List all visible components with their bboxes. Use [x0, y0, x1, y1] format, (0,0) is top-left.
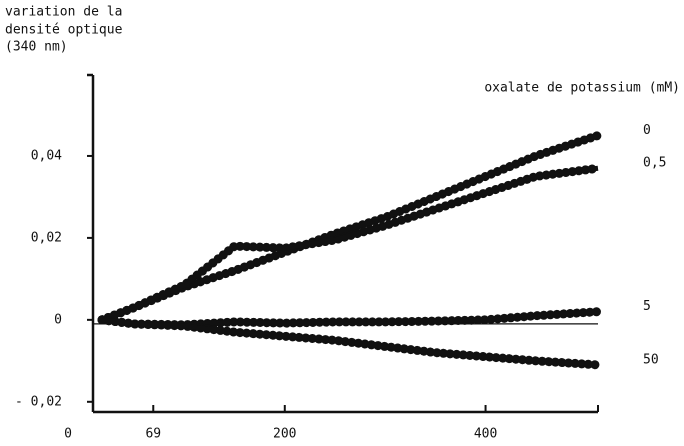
series-label: 0,5 [643, 156, 666, 171]
series-label: 0 [643, 123, 651, 138]
x-tick-label: 0 [64, 427, 72, 442]
series-label: 5 [643, 299, 651, 314]
series-core [101, 165, 599, 323]
legend-title: oxalate de potassium (mM) [484, 81, 680, 96]
y-axis-label: (340 nm) [5, 40, 68, 55]
y-axis-label: densité optique [5, 23, 123, 38]
y-tick-label: 0,02 [31, 230, 62, 245]
y-tick-label: 0 [54, 312, 62, 327]
y-axis-label: variation de la [5, 5, 122, 20]
x-tick-label: 69 [145, 427, 161, 442]
y-tick-label: - 0,02 [15, 394, 62, 409]
series-line [97, 163, 603, 325]
series-label: 50 [643, 352, 659, 367]
x-tick-label: 400 [474, 427, 497, 442]
series-core [101, 317, 599, 368]
y-tick-label: 0,04 [31, 148, 62, 163]
x-tick-label: 200 [273, 427, 296, 442]
